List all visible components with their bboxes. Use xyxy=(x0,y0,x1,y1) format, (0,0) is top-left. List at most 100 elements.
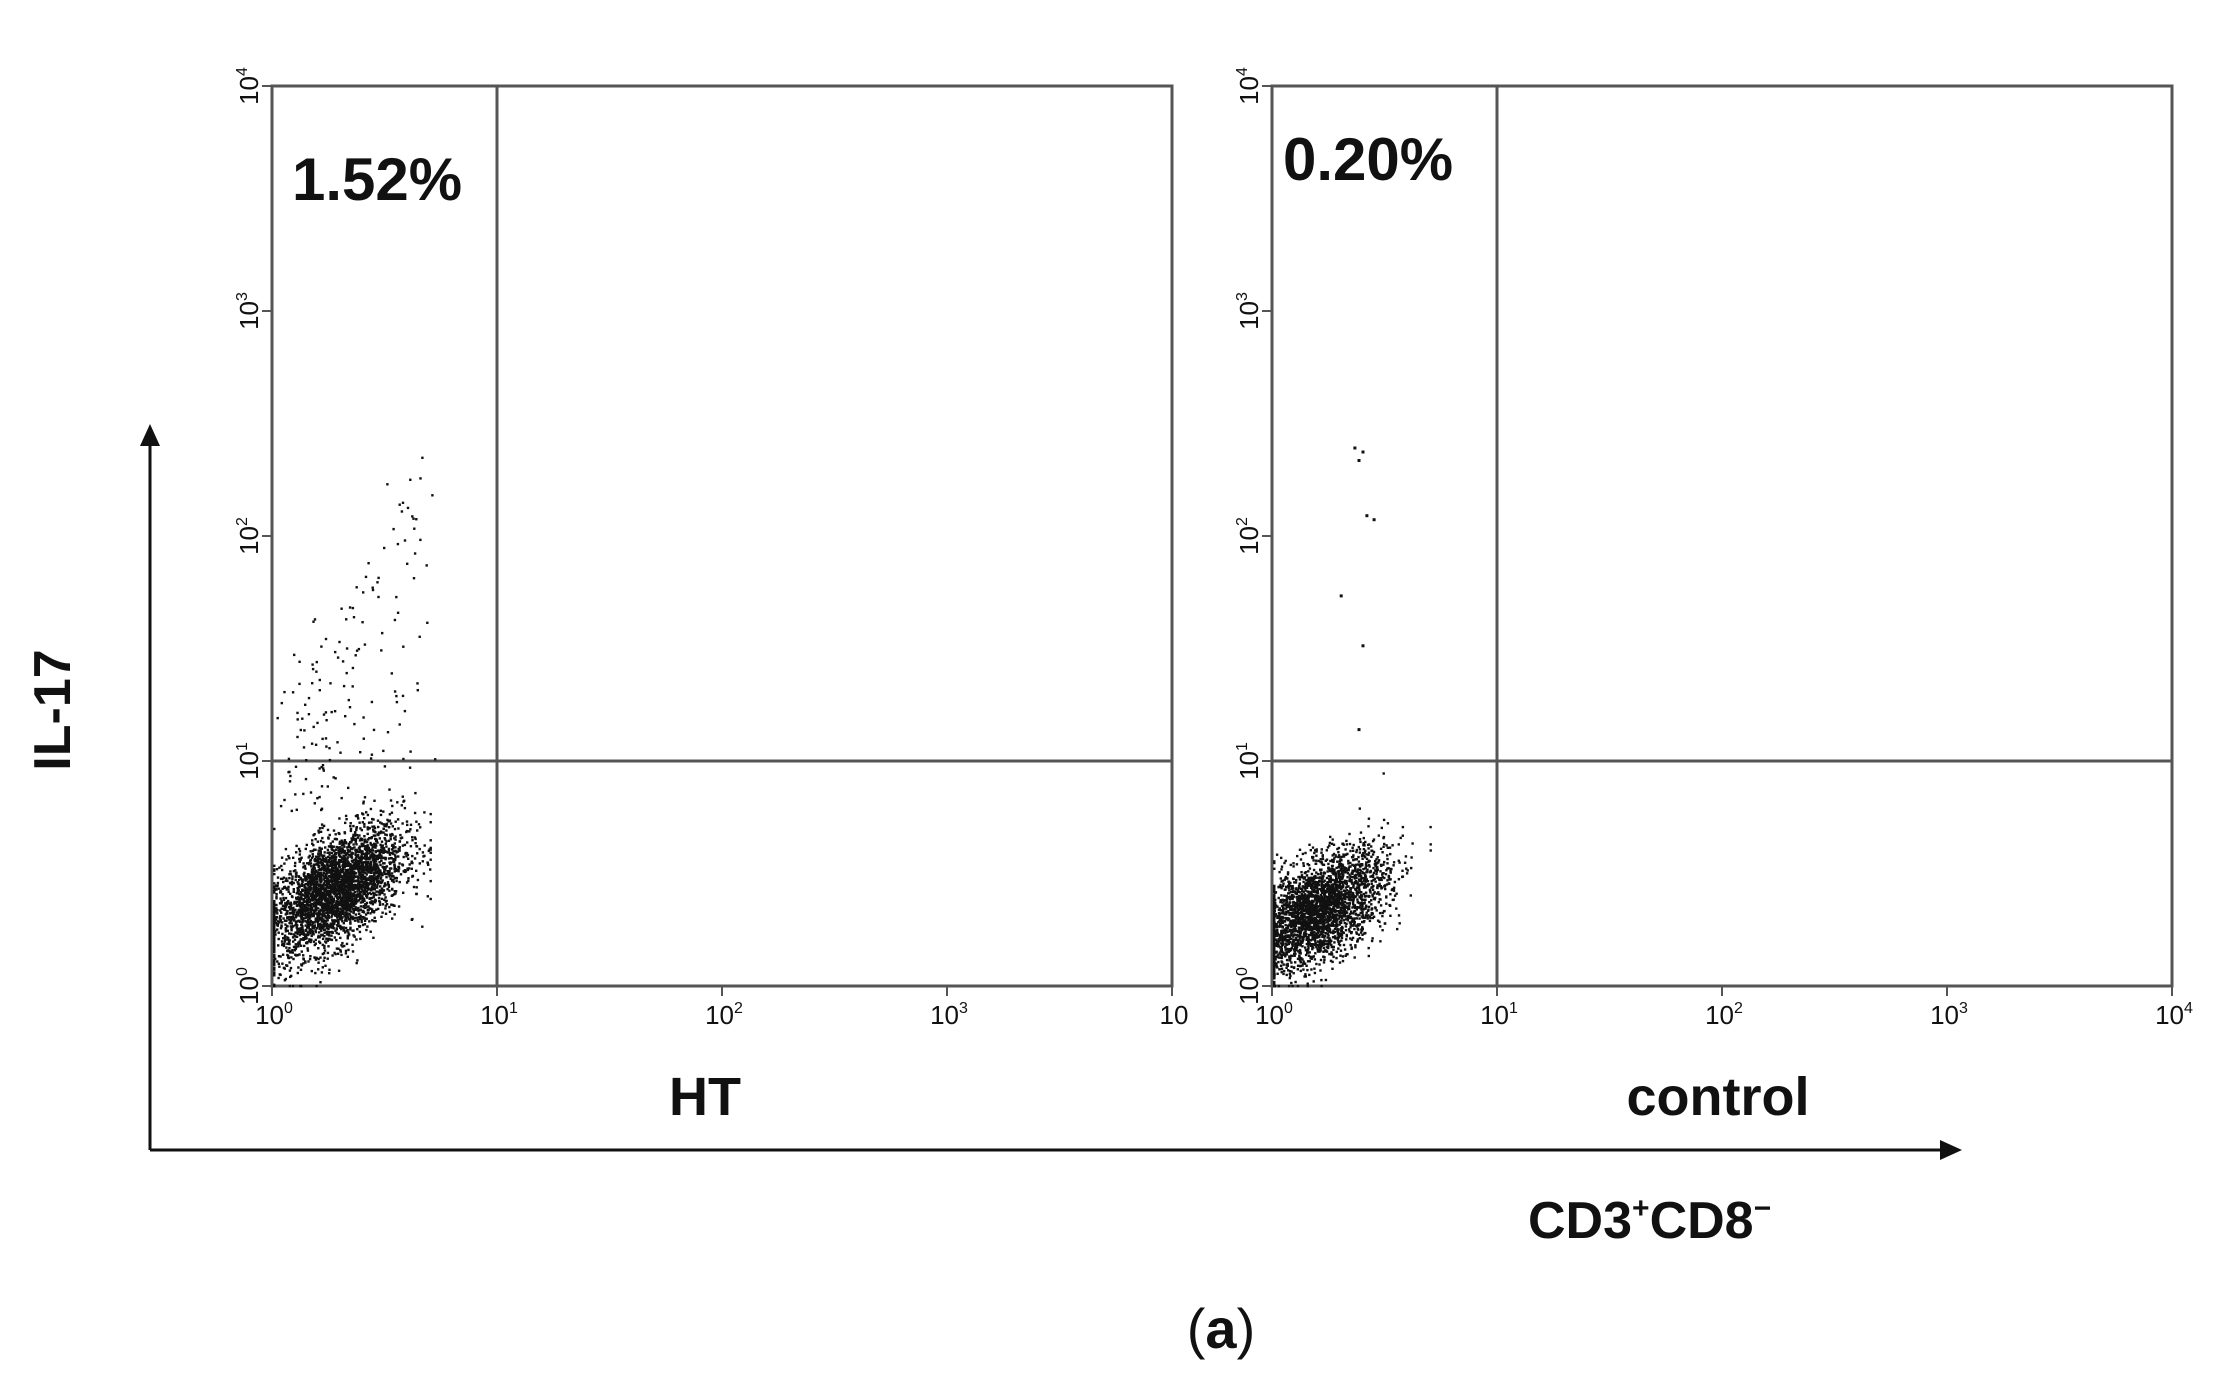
data-point xyxy=(1285,885,1288,888)
data-point xyxy=(367,852,370,855)
data-point xyxy=(361,878,365,881)
data-point xyxy=(1357,855,1360,859)
data-point xyxy=(362,737,365,740)
data-point xyxy=(1352,858,1355,862)
data-point xyxy=(320,858,324,862)
data-point xyxy=(397,905,401,908)
data-point xyxy=(366,911,369,915)
data-point xyxy=(299,984,302,988)
data-point xyxy=(397,870,400,873)
data-point xyxy=(350,840,353,843)
data-point xyxy=(324,867,327,871)
data-point xyxy=(311,855,315,858)
data-point xyxy=(307,863,311,866)
data-point xyxy=(378,852,381,856)
data-point xyxy=(302,938,305,941)
data-point xyxy=(1307,954,1311,957)
data-point xyxy=(1283,969,1286,973)
data-point xyxy=(319,903,322,907)
data-point xyxy=(331,867,334,870)
data-point xyxy=(357,912,361,915)
data-point xyxy=(324,908,327,912)
data-point xyxy=(327,928,330,931)
data-point xyxy=(309,923,312,926)
data-point xyxy=(382,885,386,888)
data-point xyxy=(344,913,347,916)
data-point xyxy=(1335,866,1338,870)
data-point xyxy=(366,844,369,847)
data-point xyxy=(291,925,294,929)
data-point xyxy=(294,875,297,878)
data-point xyxy=(309,955,312,958)
data-point xyxy=(1331,883,1335,886)
data-point xyxy=(1277,896,1280,900)
data-point xyxy=(310,865,313,868)
data-point xyxy=(381,879,384,882)
data-point xyxy=(371,849,375,852)
data-point xyxy=(308,938,311,941)
data-point xyxy=(308,917,311,920)
data-point xyxy=(328,931,331,934)
data-point xyxy=(352,903,355,906)
data-point xyxy=(407,857,410,860)
data-point xyxy=(354,864,357,868)
data-point xyxy=(1320,984,1323,988)
data-point xyxy=(294,861,297,865)
data-point xyxy=(281,887,284,890)
data-point xyxy=(376,841,379,844)
data-point xyxy=(300,931,303,934)
data-point xyxy=(1326,942,1329,946)
data-point xyxy=(349,926,352,929)
data-point xyxy=(1277,956,1281,959)
data-point xyxy=(288,912,292,915)
data-point xyxy=(1323,958,1326,962)
data-point xyxy=(361,923,365,927)
data-point xyxy=(368,867,371,870)
data-point xyxy=(367,905,370,908)
data-point xyxy=(1305,938,1308,941)
data-point xyxy=(308,854,311,858)
data-point xyxy=(1302,908,1306,911)
data-point xyxy=(310,892,313,895)
data-point xyxy=(378,893,382,896)
data-point xyxy=(348,606,352,609)
data-point xyxy=(369,875,372,878)
data-point xyxy=(306,881,310,884)
data-point xyxy=(273,915,276,918)
data-point xyxy=(273,971,276,974)
data-point xyxy=(1334,855,1337,858)
data-point xyxy=(1307,935,1310,939)
data-point xyxy=(275,895,278,898)
data-point xyxy=(284,923,287,926)
data-point xyxy=(372,728,376,732)
data-point xyxy=(395,595,398,599)
data-point xyxy=(1335,883,1338,886)
data-point xyxy=(339,899,342,902)
data-point xyxy=(389,838,392,841)
data-point xyxy=(1338,940,1341,943)
data-point xyxy=(406,868,410,872)
data-point xyxy=(307,933,310,936)
data-point xyxy=(1377,901,1380,904)
data-point xyxy=(388,873,392,876)
data-point xyxy=(373,886,376,889)
data-point xyxy=(352,910,355,913)
data-point xyxy=(345,818,348,821)
data-point xyxy=(328,892,332,895)
data-point xyxy=(278,965,281,968)
data-point xyxy=(1303,962,1307,965)
data-point xyxy=(304,960,307,963)
data-point xyxy=(365,840,369,844)
data-point xyxy=(365,873,368,876)
data-point xyxy=(369,880,372,883)
data-point xyxy=(385,903,389,906)
data-point xyxy=(1320,862,1324,865)
data-point xyxy=(392,878,395,881)
data-point xyxy=(282,937,285,940)
data-point xyxy=(302,897,305,901)
data-point xyxy=(411,839,414,842)
data-point xyxy=(393,860,396,863)
data-point xyxy=(353,883,357,886)
data-point xyxy=(380,915,383,918)
data-point xyxy=(292,957,295,961)
